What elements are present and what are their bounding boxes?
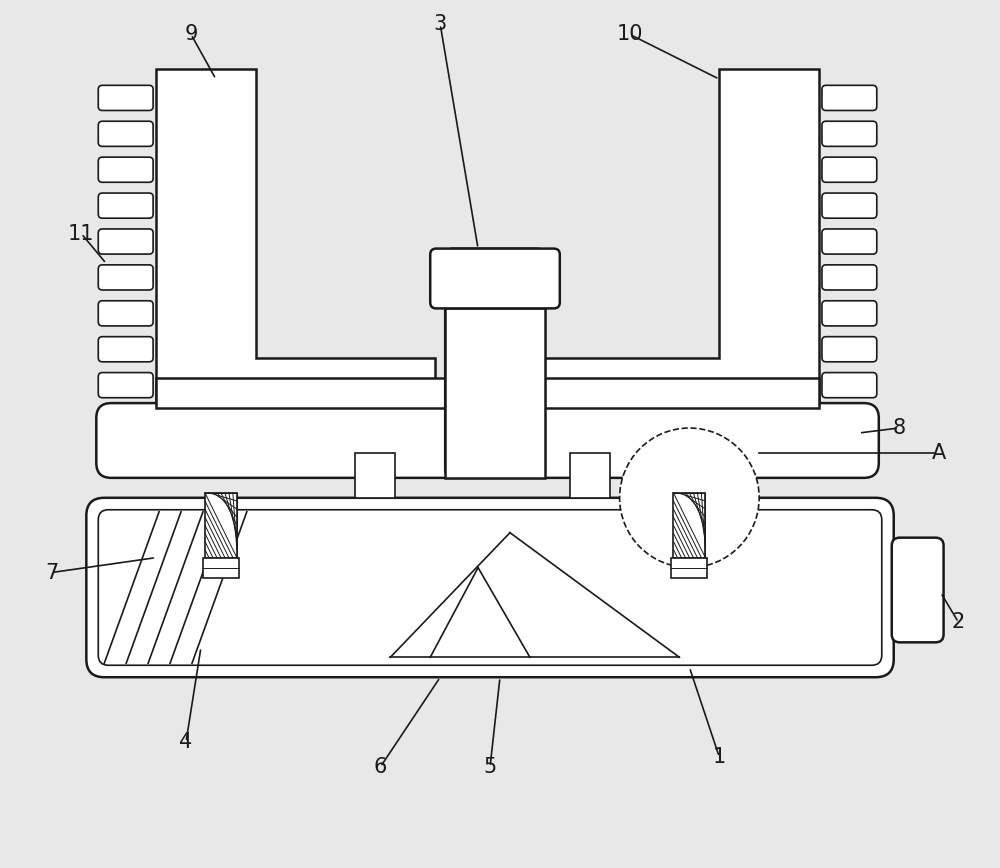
Bar — [355, 453, 395, 497]
Text: A: A — [931, 443, 946, 463]
FancyBboxPatch shape — [98, 122, 153, 147]
Text: 2: 2 — [952, 613, 965, 633]
Text: 1: 1 — [713, 747, 726, 767]
Text: 10: 10 — [616, 24, 643, 44]
FancyBboxPatch shape — [822, 265, 877, 290]
FancyBboxPatch shape — [822, 301, 877, 326]
FancyBboxPatch shape — [98, 157, 153, 182]
FancyBboxPatch shape — [822, 157, 877, 182]
FancyBboxPatch shape — [98, 510, 882, 665]
FancyBboxPatch shape — [822, 85, 877, 110]
Bar — [156, 378, 819, 408]
Text: 4: 4 — [179, 732, 193, 752]
FancyBboxPatch shape — [822, 229, 877, 254]
Polygon shape — [540, 69, 819, 403]
FancyBboxPatch shape — [98, 301, 153, 326]
FancyBboxPatch shape — [822, 372, 877, 398]
FancyBboxPatch shape — [98, 193, 153, 218]
FancyBboxPatch shape — [445, 248, 545, 478]
Polygon shape — [156, 69, 435, 403]
Text: 5: 5 — [483, 757, 497, 777]
Bar — [445, 308, 545, 478]
Bar — [570, 453, 610, 497]
Text: 7: 7 — [45, 562, 58, 582]
FancyBboxPatch shape — [822, 122, 877, 147]
Bar — [205, 493, 237, 557]
FancyBboxPatch shape — [892, 537, 944, 642]
Text: 3: 3 — [434, 14, 447, 35]
FancyBboxPatch shape — [98, 337, 153, 362]
Circle shape — [620, 428, 759, 568]
FancyBboxPatch shape — [98, 265, 153, 290]
Text: 11: 11 — [68, 224, 95, 244]
Text: 9: 9 — [184, 24, 198, 44]
FancyBboxPatch shape — [98, 372, 153, 398]
Bar — [673, 493, 705, 557]
FancyBboxPatch shape — [98, 85, 153, 110]
FancyBboxPatch shape — [96, 403, 879, 478]
FancyBboxPatch shape — [822, 337, 877, 362]
FancyBboxPatch shape — [98, 229, 153, 254]
Bar — [203, 557, 239, 577]
Bar — [671, 557, 707, 577]
FancyBboxPatch shape — [430, 248, 560, 308]
FancyBboxPatch shape — [822, 193, 877, 218]
Text: 6: 6 — [374, 757, 387, 777]
Text: 8: 8 — [892, 418, 905, 438]
FancyBboxPatch shape — [86, 497, 894, 677]
